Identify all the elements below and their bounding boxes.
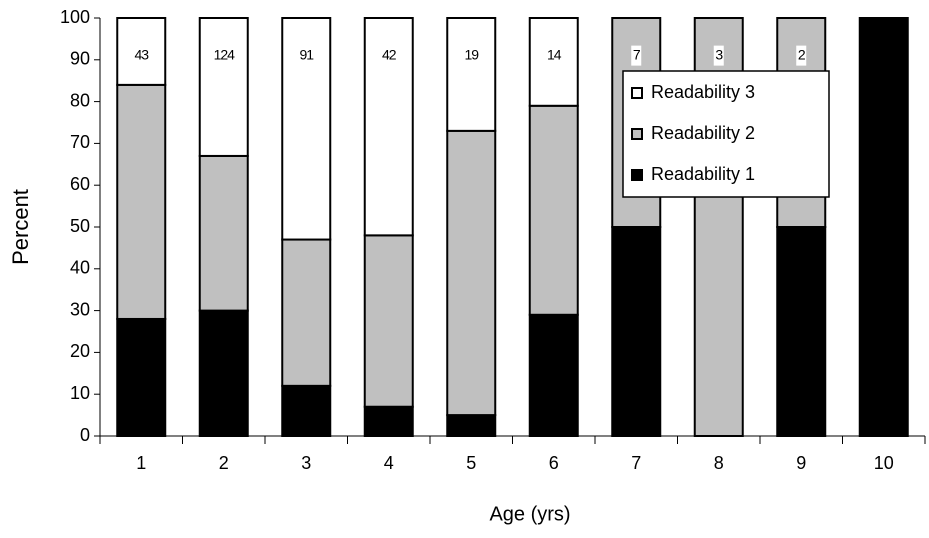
- legend-swatch: [631, 169, 643, 181]
- y-tick-label: 10: [70, 383, 90, 403]
- bar-segment: [281, 238, 332, 387]
- y-tick-label: 0: [80, 425, 90, 445]
- x-tick-label: 2: [219, 453, 229, 473]
- y-tick-label: 30: [70, 299, 90, 319]
- bar-segment: [858, 17, 909, 437]
- y-tick-label: 80: [70, 90, 90, 110]
- sample-size-label: 14: [547, 46, 562, 62]
- y-tick-label: 20: [70, 341, 90, 361]
- bar-segment: [611, 226, 662, 437]
- x-tick-label: 3: [301, 453, 311, 473]
- x-tick-label: 8: [714, 453, 724, 473]
- sample-size-label: 42: [382, 46, 397, 62]
- bar-segment: [363, 17, 414, 237]
- label-background: [713, 45, 724, 66]
- y-axis-title: Percent: [8, 189, 33, 265]
- x-tick-label: 7: [631, 453, 641, 473]
- sample-size-label: 2: [798, 46, 806, 62]
- bar-segment: [446, 129, 497, 417]
- x-tick-label: 10: [874, 453, 894, 473]
- bar-segment: [198, 17, 249, 157]
- sample-size-label: 124: [214, 46, 236, 62]
- sample-size-label: 43: [134, 46, 149, 62]
- sample-size-label: 91: [299, 46, 314, 62]
- bar-segment: [446, 17, 497, 132]
- y-tick-label: 50: [70, 216, 90, 236]
- x-tick-label: 4: [384, 453, 394, 473]
- y-tick-label: 60: [70, 174, 90, 194]
- y-tick-label: 70: [70, 132, 90, 152]
- bar-segment: [116, 317, 167, 437]
- bar-segment: [528, 104, 579, 316]
- legend-swatch: [631, 128, 643, 140]
- x-tick-label: 9: [796, 453, 806, 473]
- y-tick-label: 40: [70, 258, 90, 278]
- legend-label: Readability 1: [651, 164, 755, 184]
- bar-segment: [116, 83, 167, 320]
- x-tick-label: 5: [466, 453, 476, 473]
- legend-box: [622, 70, 830, 198]
- bar-segment: [116, 17, 167, 86]
- bar-segment: [363, 405, 414, 437]
- legend-label: Readability 2: [651, 123, 755, 143]
- sample-size-label: 19: [464, 46, 479, 62]
- bar-segment: [446, 414, 497, 438]
- legend-label: Readability 3: [651, 82, 755, 102]
- label-background: [631, 45, 642, 66]
- bar-segment: [198, 154, 249, 312]
- y-tick-label: 100: [60, 7, 90, 27]
- label-background: [796, 45, 807, 66]
- bar-segment: [198, 309, 249, 438]
- bar-segment: [528, 313, 579, 437]
- bar-segment: [528, 17, 579, 107]
- bar-segment: [281, 384, 332, 437]
- y-tick-label: 90: [70, 49, 90, 69]
- bar-segment: [776, 226, 827, 437]
- legend-swatch: [631, 87, 643, 99]
- bar-segment: [363, 234, 414, 408]
- x-axis-title: Age (yrs): [489, 503, 570, 525]
- x-tick-label: 6: [549, 453, 559, 473]
- sample-size-label: 3: [715, 46, 723, 62]
- sample-size-label: 7: [633, 46, 641, 62]
- sample-size-label: 1: [880, 46, 888, 62]
- bar-segment: [281, 17, 332, 241]
- x-tick-label: 1: [136, 453, 146, 473]
